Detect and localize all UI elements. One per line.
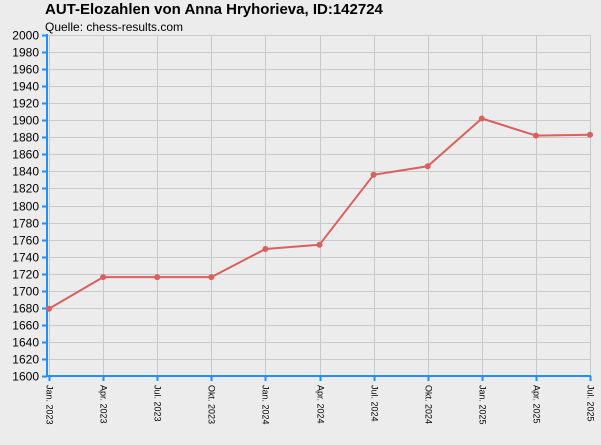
data-point [208,274,215,281]
x-tick-label: Okt. 2024 [424,385,434,424]
y-tick-label: 1840 [12,165,39,179]
x-tick-label: Jan. 2024 [261,385,271,425]
y-tick-label: 1680 [12,302,39,316]
y-tick-label: 1780 [12,217,39,231]
x-tick-label: Apr. 2024 [316,385,326,424]
x-tick-label: Apr. 2025 [532,385,542,424]
chart-title: AUT-Elozahlen von Anna Hryhorieva, ID:14… [45,1,383,18]
grid [47,35,591,377]
data-point [46,305,52,312]
y-tick-label: 1920 [12,97,39,111]
data-point [154,274,161,281]
y-tick-label: 1700 [12,285,39,299]
y-tick-label: 1820 [12,182,39,196]
y-tick-label: 1900 [12,114,39,128]
y-tick-label: 1800 [12,200,39,214]
data-point [532,132,539,139]
data-point [587,131,593,138]
data-point [262,246,269,252]
x-tick-label: Jan. 2025 [478,385,488,425]
y-tick-label: 1880 [12,131,39,145]
y-tick-label: 1620 [12,353,39,367]
data-point [370,171,377,178]
y-tick-label: 2000 [12,29,39,43]
x-tick-label: Apr. 2023 [99,385,109,424]
y-tick-label: 1860 [12,148,39,162]
y-tick-label: 1740 [12,251,39,265]
chart-subtitle: Quelle: chess-results.com [45,20,184,34]
data-point [316,241,323,248]
y-tick-label: 1720 [12,268,39,282]
x-tick-label: Jan. 2023 [45,385,55,425]
x-tick-label: Jul. 2025 [586,385,596,422]
x-tick-label: Jul. 2024 [370,385,380,422]
data-point [100,274,107,281]
y-tick-label: 1640 [12,336,39,350]
series-elo [46,115,593,312]
y-tick-label: 1760 [12,234,39,248]
x-tick-label: Okt. 2023 [207,385,217,424]
series-line [48,117,591,310]
data-point [478,115,485,122]
data-point [424,163,431,170]
x-tick-label: Jul. 2023 [153,385,163,422]
y-tick-label: 1960 [12,63,39,77]
y-tick-label: 1980 [12,46,39,60]
y-tick-label: 1600 [12,370,39,384]
y-tick-label: 1660 [12,319,39,333]
y-tick-label: 1940 [12,80,39,94]
axes: 1600 1620 1640 1660 1680 1700 1720 1740 1760 1780… [12,29,595,425]
